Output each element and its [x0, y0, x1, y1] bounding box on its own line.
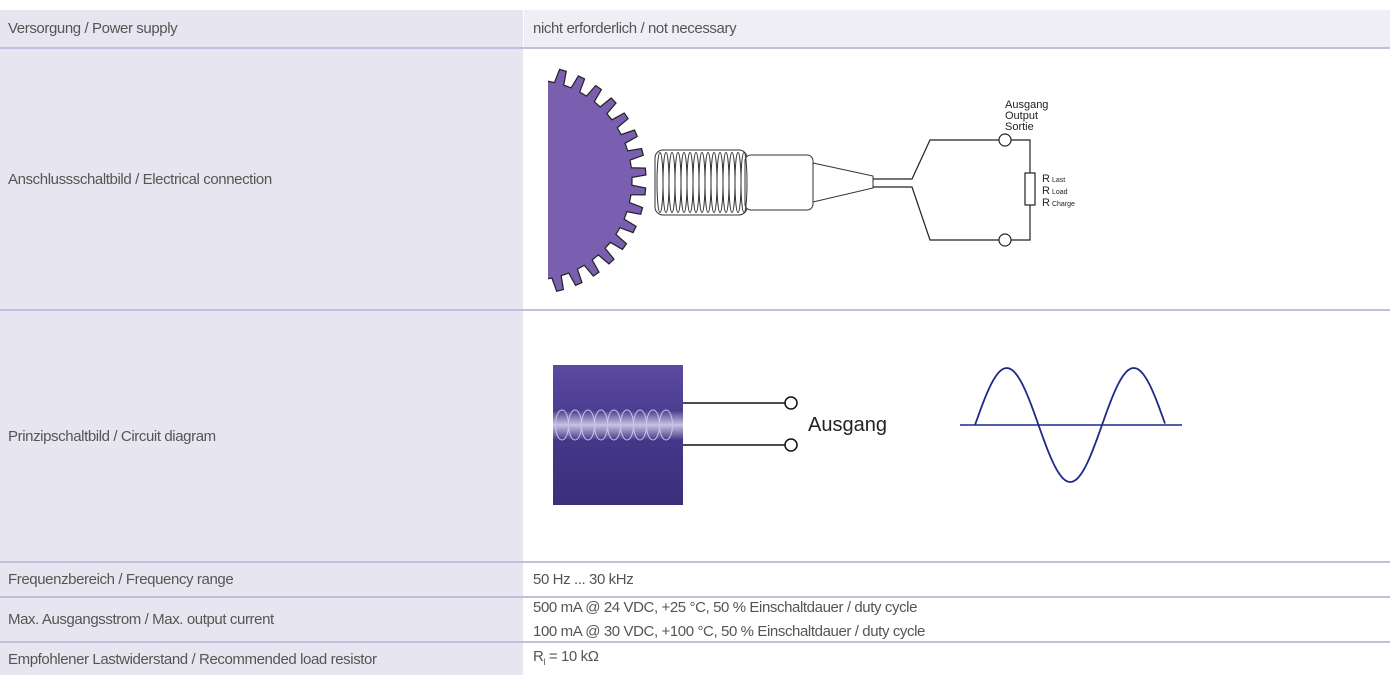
- value-text: 100 mA @ 30 VDC, +100 °C, 50 % Einschalt…: [533, 622, 925, 640]
- row: Empfohlener Lastwiderstand / Recommended…: [0, 643, 1390, 675]
- label: R Charge: [1042, 197, 1075, 209]
- gear-shape: [548, 68, 647, 293]
- sub: Charge: [1052, 201, 1075, 208]
- value-text: nicht erforderlich / not necessary: [533, 19, 737, 37]
- resistor: [1024, 172, 1036, 206]
- value: Rl = 10 kΩ: [524, 643, 1390, 675]
- coil: [553, 410, 683, 440]
- coil-windings: [555, 409, 673, 441]
- value-text: 50 Hz ... 30 kHz: [533, 570, 634, 588]
- label: Sortie: [1005, 121, 1034, 133]
- waveform: [974, 367, 1166, 483]
- sub: Load: [1052, 189, 1068, 196]
- value: 500 mA @ 24 VDC, +25 °C, 50 % Einschaltd…: [524, 598, 1390, 641]
- gear: [548, 68, 647, 293]
- value: 50 Hz ... 30 kHz: [524, 563, 1390, 596]
- thread: [740, 152, 748, 213]
- subscript: l: [543, 656, 546, 667]
- r: R: [1042, 185, 1050, 197]
- label: Prinzipschaltbild / Circuit diagram: [0, 311, 523, 561]
- value-text: 500 mA @ 24 VDC, +25 °C, 50 % Einschaltd…: [533, 598, 918, 616]
- output-label: Ausgang: [808, 414, 887, 436]
- r: R: [1042, 173, 1050, 185]
- label: Max. Ausgangsstrom / Max. output current: [0, 598, 523, 641]
- resistor-labels: R Last R Load R Charge: [1042, 173, 1075, 209]
- sub: Last: [1052, 177, 1065, 184]
- row: Frequenzbereich / Frequency range 50 Hz .…: [0, 563, 1390, 598]
- label: Empfohlener Lastwiderstand / Recommended…: [0, 643, 523, 675]
- wire: [873, 139, 1031, 241]
- symbol: R: [533, 647, 544, 665]
- sensor-body: [744, 154, 814, 211]
- label: Output: [1005, 110, 1038, 122]
- terminal: [998, 233, 1012, 247]
- wire: [683, 402, 785, 446]
- sensor-cone: [812, 162, 874, 203]
- output-wires: [683, 396, 798, 452]
- winding: [659, 409, 673, 441]
- sensor: [654, 149, 874, 216]
- row: Max. Ausgangsstrom / Max. output current…: [0, 598, 1390, 643]
- row: Versorgung / Power supply nicht erforderl…: [0, 10, 1390, 49]
- terminal: [998, 133, 1012, 147]
- text: = 10 kΩ: [548, 647, 599, 665]
- value-text: Rl = 10 kΩ: [533, 645, 1390, 674]
- label: Frequenzbereich / Frequency range: [0, 563, 523, 596]
- row: Prinzipschaltbild / Circuit diagram: [0, 311, 1390, 563]
- terminal: [784, 438, 798, 452]
- label: Anschlussschaltbild / Electrical connect…: [0, 49, 523, 309]
- label: R Load: [1042, 185, 1068, 197]
- row: Anschlussschaltbild / Electrical connect…: [0, 49, 1390, 311]
- label: R Last: [1042, 173, 1065, 185]
- value: nicht erforderlich / not necessary: [524, 10, 1390, 47]
- output-labels: Ausgang Output Sortie: [1005, 99, 1048, 133]
- label: Versorgung / Power supply: [0, 10, 523, 47]
- terminal: [784, 396, 798, 410]
- r: R: [1042, 197, 1050, 209]
- circuit: [873, 133, 1036, 247]
- label: Ausgang: [1005, 99, 1048, 111]
